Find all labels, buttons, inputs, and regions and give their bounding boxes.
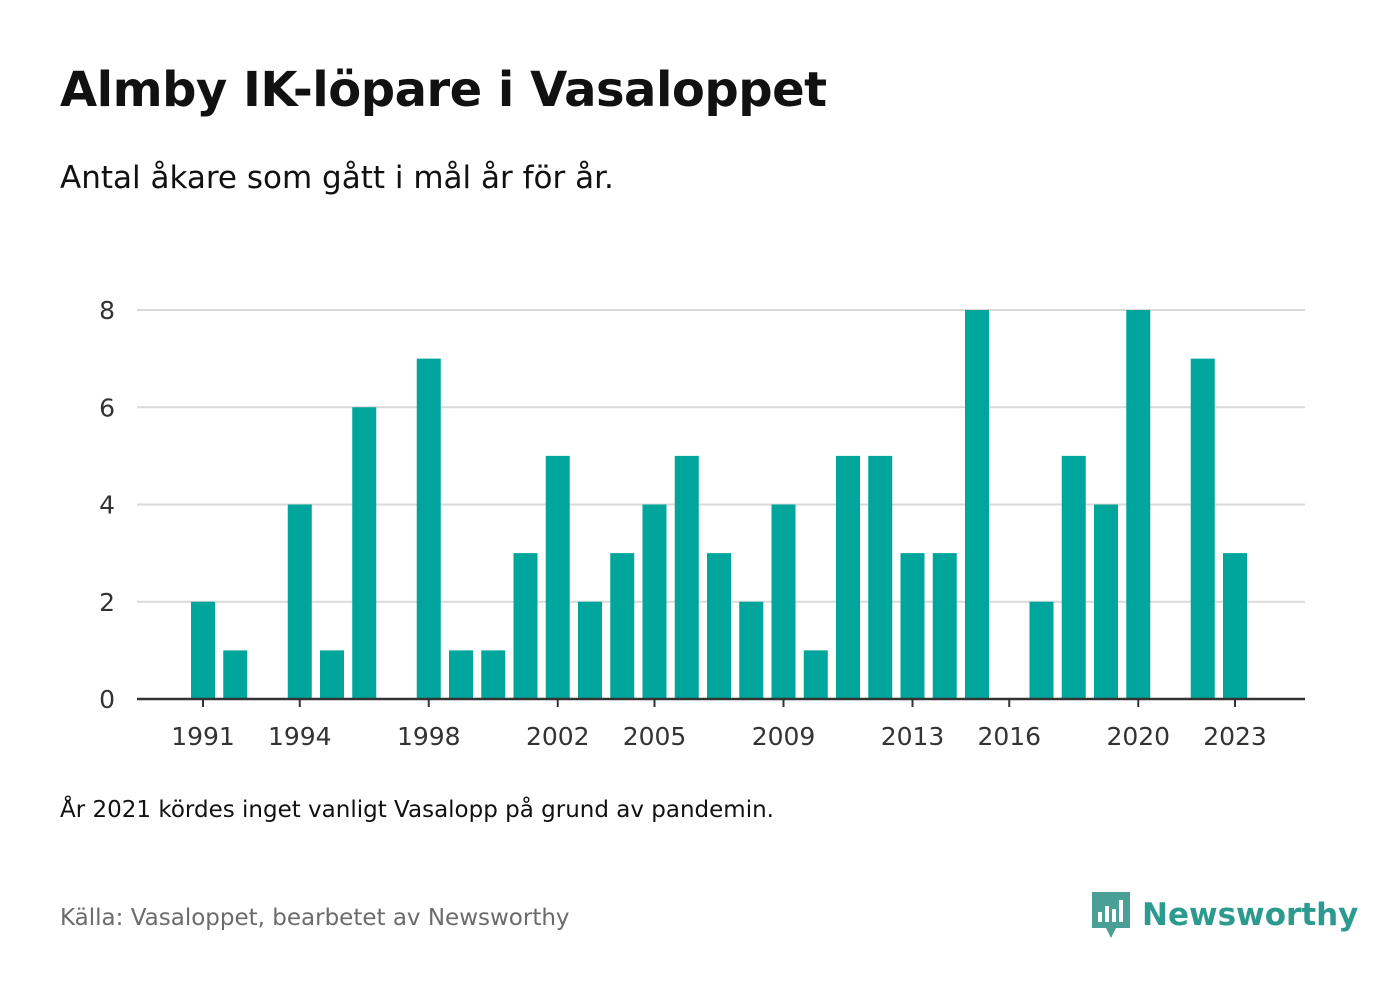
y-tick-label: 0 bbox=[99, 685, 115, 714]
bar bbox=[803, 650, 828, 699]
bar bbox=[1190, 358, 1215, 699]
bar bbox=[642, 504, 667, 699]
bar bbox=[610, 553, 635, 699]
y-tick-label: 2 bbox=[99, 588, 115, 617]
x-tick-label: 2016 bbox=[977, 722, 1041, 751]
bar bbox=[513, 553, 538, 699]
x-tick-label: 2020 bbox=[1106, 722, 1170, 751]
chart-title: Almby IK-löpare i Vasaloppet bbox=[60, 62, 827, 118]
bar bbox=[1094, 504, 1118, 699]
chart-subtitle: Antal åkare som gått i mål år för år. bbox=[60, 160, 614, 196]
bar bbox=[545, 455, 570, 699]
brand-logo[interactable]: Newsworthy bbox=[1090, 890, 1358, 940]
newsworthy-logo-icon bbox=[1092, 892, 1130, 938]
bar bbox=[868, 455, 893, 699]
y-tick-label: 6 bbox=[99, 393, 115, 422]
x-tick-label: 2023 bbox=[1203, 722, 1267, 751]
bar bbox=[900, 553, 925, 699]
bar bbox=[223, 650, 248, 699]
bar bbox=[932, 553, 957, 699]
bar bbox=[771, 504, 796, 699]
bar bbox=[578, 601, 602, 699]
bar bbox=[481, 650, 506, 699]
bar bbox=[352, 407, 377, 699]
bar bbox=[1029, 601, 1054, 699]
source-credit: Källa: Vasaloppet, bearbetet av Newswort… bbox=[60, 905, 570, 931]
bar bbox=[287, 504, 312, 699]
bar bbox=[320, 650, 344, 699]
bar bbox=[707, 553, 731, 699]
bar-chart: 0 2 4 6 8 1991 1994 1998 2002 2005 2009 2013 2016 202… bbox=[99, 296, 1305, 751]
x-tick-label: 2005 bbox=[623, 722, 687, 751]
bar bbox=[1061, 455, 1086, 699]
bar bbox=[1126, 310, 1151, 699]
x-tick-label: 1994 bbox=[268, 722, 332, 751]
x-tick-label: 2009 bbox=[752, 722, 816, 751]
chart-note: År 2021 kördes inget vanligt Vasalopp på… bbox=[60, 797, 774, 823]
x-tick-label: 1998 bbox=[397, 722, 461, 751]
bar bbox=[965, 310, 989, 699]
bar bbox=[191, 601, 215, 699]
bar bbox=[1223, 553, 1247, 699]
y-tick-label: 8 bbox=[99, 296, 115, 325]
bar bbox=[674, 455, 699, 699]
bar bbox=[836, 455, 860, 699]
y-tick-label: 4 bbox=[99, 491, 115, 520]
bar bbox=[449, 650, 473, 699]
bar bbox=[739, 601, 764, 699]
bar bbox=[416, 358, 441, 699]
x-tick-label: 1991 bbox=[171, 722, 235, 751]
x-tick-label: 2002 bbox=[526, 722, 590, 751]
brand-name: Newsworthy bbox=[1142, 897, 1359, 933]
x-tick-label: 2013 bbox=[881, 722, 945, 751]
